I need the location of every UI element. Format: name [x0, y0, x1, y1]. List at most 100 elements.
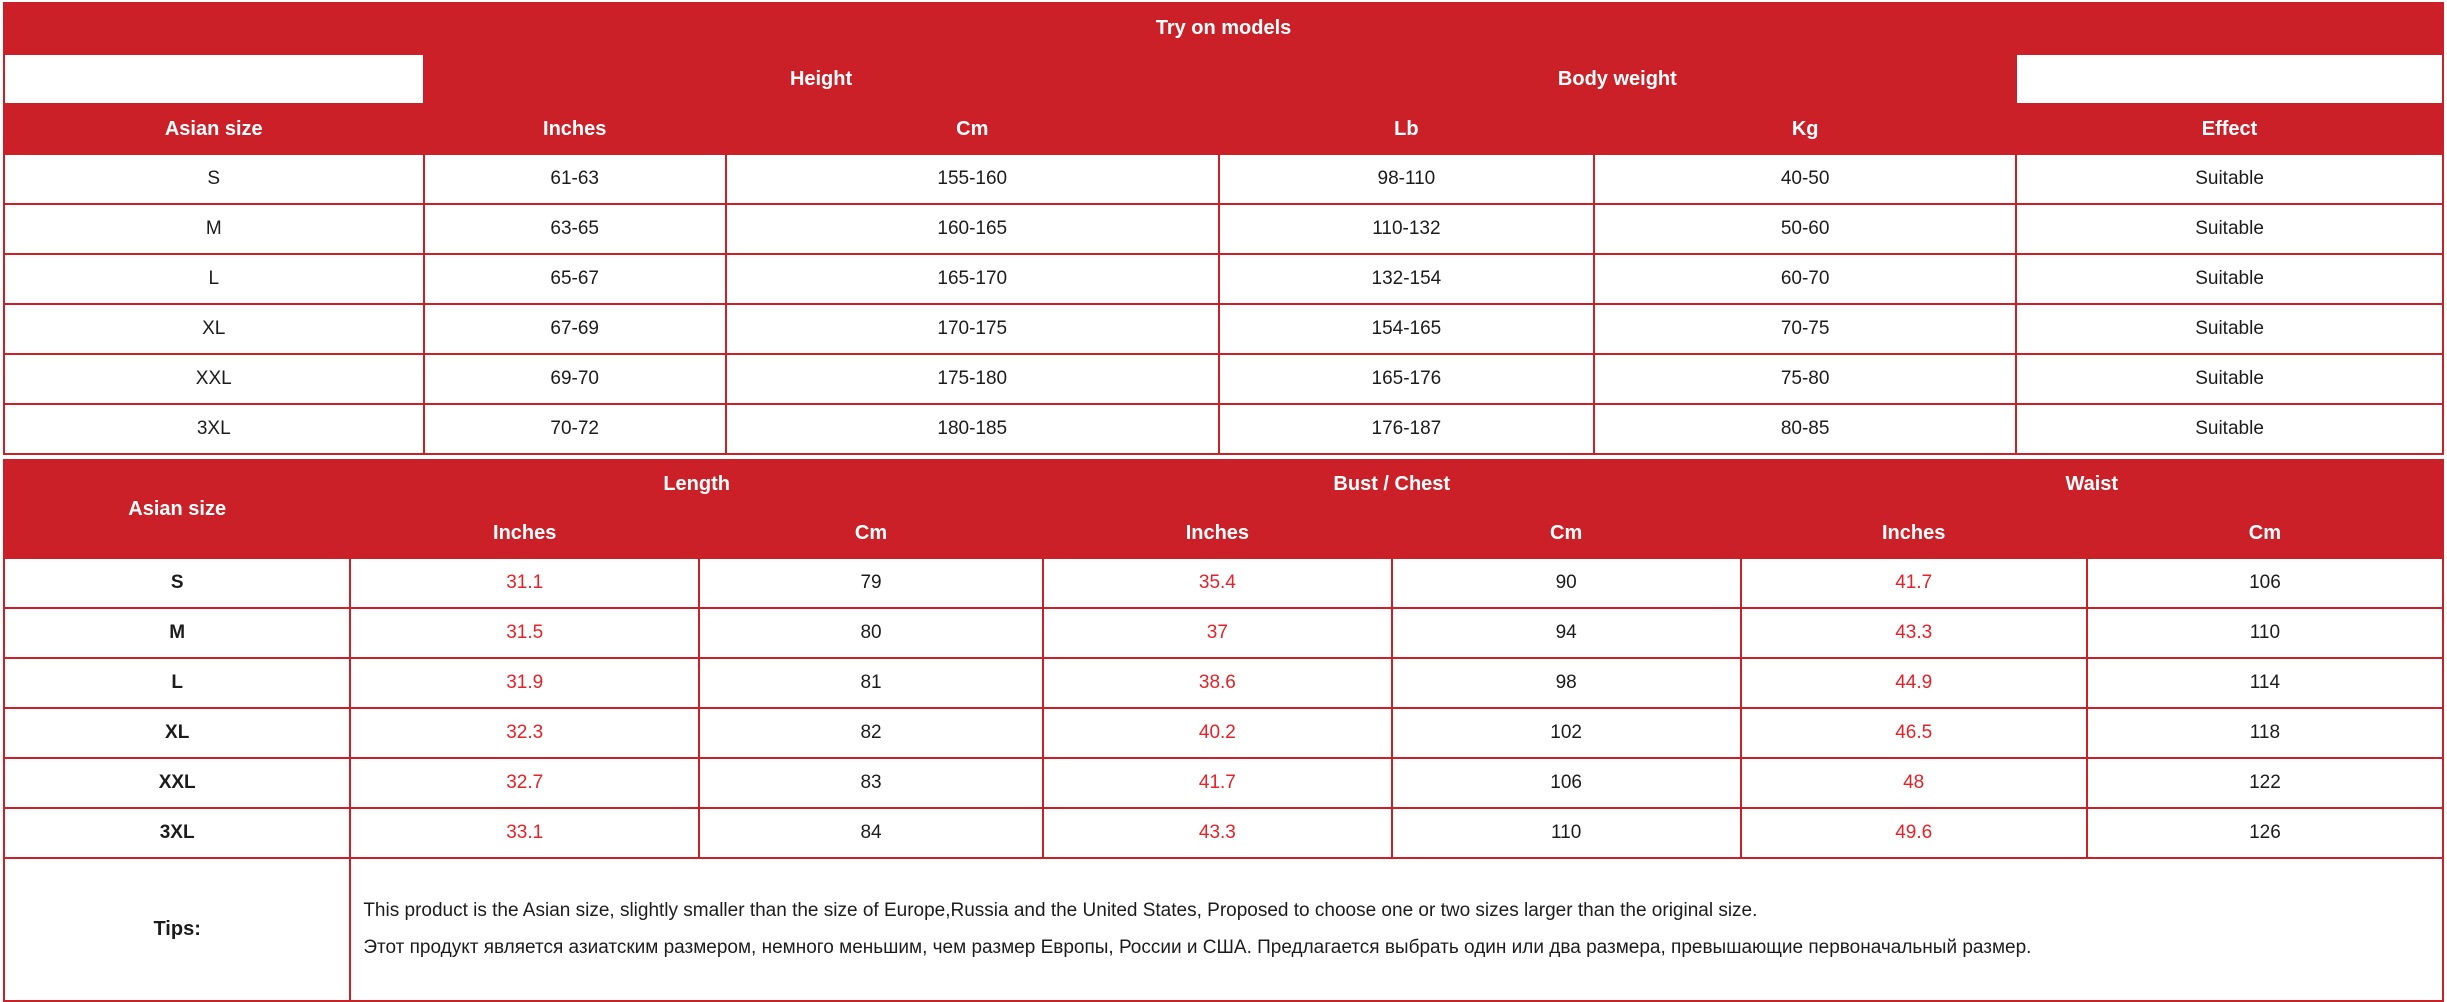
size-cell: S [3, 153, 425, 205]
try-on-models-table: Try on models Height Body weight Asian s… [3, 2, 2444, 455]
table-cell: 98 [1390, 657, 1742, 709]
column-header-effect: Effect [2015, 103, 2444, 155]
table-cell: 31.5 [349, 607, 701, 659]
table-row: S 31.1 79 35.4 90 41.7 106 [2, 557, 2445, 609]
table-cell: 43.3 [1739, 607, 2088, 659]
spacer-cell [3, 53, 425, 105]
table-cell: 80 [698, 607, 1044, 659]
table-cell: 102 [1390, 707, 1742, 759]
table-cell: 40.2 [1041, 707, 1393, 759]
size-cell: L [3, 253, 425, 305]
table-cell: Suitable [2015, 203, 2444, 255]
table-cell: 118 [2085, 707, 2445, 759]
body-weight-group-header: Body weight [1217, 53, 2018, 105]
table-cell: 165-176 [1217, 353, 1596, 405]
table-cell: 32.3 [349, 707, 701, 759]
size-cell: XL [3, 303, 425, 355]
table-cell: 35.4 [1041, 557, 1393, 609]
table-cell: 80-85 [1593, 403, 2018, 455]
table-cell: 60-70 [1593, 253, 2018, 305]
table-cell: 180-185 [724, 403, 1220, 455]
table1-title-row: Try on models [3, 2, 2444, 55]
tips-label: Tips: [2, 857, 352, 1002]
size-cell: M [3, 203, 425, 255]
table-cell: 165-170 [724, 253, 1220, 305]
table-cell: 122 [2085, 757, 2445, 809]
table-cell: 31.1 [349, 557, 701, 609]
table-cell: 160-165 [724, 203, 1220, 255]
table-cell: 82 [698, 707, 1044, 759]
table-cell: 110-132 [1217, 203, 1596, 255]
column-header-inches: Inches [422, 103, 727, 155]
spacer-cell [2015, 53, 2444, 105]
table-cell: 90 [1390, 557, 1742, 609]
table-cell: 61-63 [422, 153, 727, 205]
size-cell: M [2, 607, 352, 659]
subcolumn-header-waist-inches: Inches [1739, 507, 2088, 559]
table-row: L 65-67 165-170 132-154 60-70 Suitable [3, 253, 2444, 305]
table-cell: 126 [2085, 807, 2445, 859]
size-cell: S [2, 557, 352, 609]
table-cell: 175-180 [724, 353, 1220, 405]
subcolumn-header-length-inches: Inches [349, 507, 701, 559]
table-cell: 32.7 [349, 757, 701, 809]
table-cell: 155-160 [724, 153, 1220, 205]
table-cell: 44.9 [1739, 657, 2088, 709]
table-cell: Suitable [2015, 403, 2444, 455]
subcolumn-header-length-cm: Cm [698, 507, 1044, 559]
table-cell: 114 [2085, 657, 2445, 709]
table-cell: 67-69 [422, 303, 727, 355]
table-row: 3XL 70-72 180-185 176-187 80-85 Suitable [3, 403, 2444, 455]
table-cell: 41.7 [1739, 557, 2088, 609]
table-cell: 154-165 [1217, 303, 1596, 355]
table-cell: 83 [698, 757, 1044, 809]
table-cell: 40-50 [1593, 153, 2018, 205]
table-cell: 176-187 [1217, 403, 1596, 455]
table1-header-row: Asian size Inches Cm Lb Kg Effect [3, 103, 2444, 155]
tips-content: This product is the Asian size, slightly… [349, 857, 2444, 1002]
table-cell: 75-80 [1593, 353, 2018, 405]
table-cell: 106 [2085, 557, 2445, 609]
size-cell: 3XL [3, 403, 425, 455]
table-cell: 41.7 [1041, 757, 1393, 809]
table-cell: 37 [1041, 607, 1393, 659]
table1-title: Try on models [3, 2, 2444, 55]
table-cell: 106 [1390, 757, 1742, 809]
tips-row: Tips: This product is the Asian size, sl… [2, 857, 2444, 1002]
table-cell: 69-70 [422, 353, 727, 405]
tips-line-ru: Этот продукт является азиатским размером… [363, 937, 2032, 958]
table-cell: 84 [698, 807, 1044, 859]
table-row: XXL 69-70 175-180 165-176 75-80 Suitable [3, 353, 2444, 405]
table-cell: 48 [1739, 757, 2088, 809]
table-cell: 79 [698, 557, 1044, 609]
table-cell: 31.9 [349, 657, 701, 709]
size-cell: XL [2, 707, 352, 759]
table2-subheader-row: Inches Cm Inches Cm Inches Cm [4, 507, 2445, 559]
table-cell: Suitable [2015, 353, 2444, 405]
table2-group-row: Asian size Length Bust / Chest Waist [2, 459, 2445, 559]
column-header-asian-size: Asian size [3, 103, 425, 155]
table-cell: 65-67 [422, 253, 727, 305]
measurements-table: Asian size Length Bust / Chest Waist Inc… [2, 459, 2445, 1002]
column-header-cm: Cm [724, 103, 1220, 155]
table-cell: 110 [2085, 607, 2445, 659]
size-cell: L [2, 657, 352, 709]
table1-group-row: Height Body weight [3, 53, 2444, 105]
table-cell: 46.5 [1739, 707, 2088, 759]
table-cell: 110 [1390, 807, 1742, 859]
height-group-header: Height [422, 53, 1220, 105]
table-row: XL 32.3 82 40.2 102 46.5 118 [2, 707, 2445, 759]
table-cell: 70-75 [1593, 303, 2018, 355]
table-cell: 81 [698, 657, 1044, 709]
table-row: XXL 32.7 83 41.7 106 48 122 [2, 757, 2445, 809]
table-row: M 31.5 80 37 94 43.3 110 [2, 607, 2445, 659]
subcolumn-header-bust-inches: Inches [1041, 507, 1393, 559]
column-header-lb: Lb [1217, 103, 1596, 155]
table-cell: 49.6 [1739, 807, 2088, 859]
table-row: L 31.9 81 38.6 98 44.9 114 [2, 657, 2445, 709]
table-cell: Suitable [2015, 303, 2444, 355]
table-cell: Suitable [2015, 253, 2444, 305]
table-row: S 61-63 155-160 98-110 40-50 Suitable [3, 153, 2444, 205]
size-cell: XXL [3, 353, 425, 405]
